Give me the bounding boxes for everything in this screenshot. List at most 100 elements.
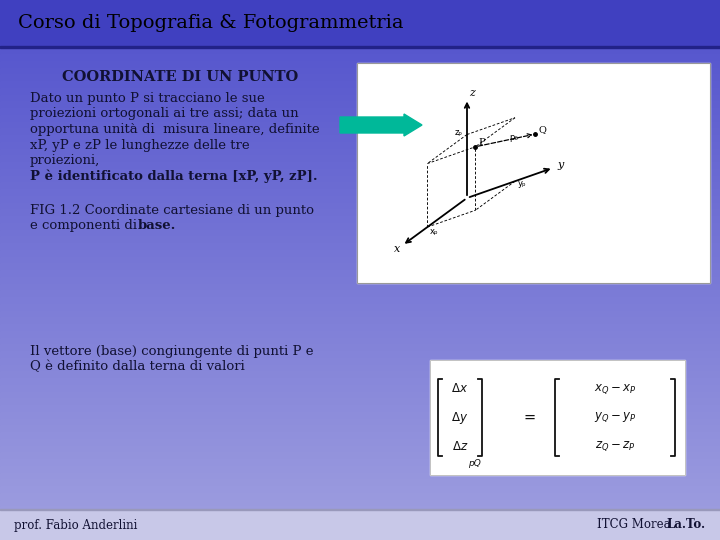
Bar bbox=[0, 357, 720, 364]
Bar bbox=[0, 176, 720, 183]
Bar bbox=[0, 189, 720, 195]
Text: =: = bbox=[524, 410, 536, 425]
Bar bbox=[0, 141, 720, 149]
Bar bbox=[0, 183, 720, 189]
Bar bbox=[0, 438, 720, 445]
Text: y: y bbox=[557, 160, 564, 170]
Bar bbox=[0, 384, 720, 391]
Bar bbox=[0, 510, 720, 540]
Bar bbox=[0, 162, 720, 168]
Text: x: x bbox=[394, 245, 400, 254]
Bar bbox=[0, 276, 720, 284]
Bar bbox=[0, 202, 720, 209]
Text: $\Delta x$: $\Delta x$ bbox=[451, 382, 469, 395]
Bar bbox=[430, 360, 685, 475]
Bar bbox=[0, 472, 720, 480]
Text: e componenti di: e componenti di bbox=[30, 219, 141, 232]
Bar bbox=[0, 480, 720, 486]
Bar bbox=[0, 392, 720, 399]
Bar bbox=[357, 63, 710, 283]
Text: $\Delta z$: $\Delta z$ bbox=[451, 440, 468, 453]
Bar bbox=[0, 372, 720, 378]
Bar bbox=[0, 446, 720, 453]
Bar bbox=[0, 47, 720, 54]
Bar bbox=[0, 87, 720, 94]
Text: prof. Fabio Anderlini: prof. Fabio Anderlini bbox=[14, 518, 138, 531]
Bar bbox=[0, 256, 720, 263]
Bar bbox=[0, 74, 720, 81]
Bar bbox=[0, 465, 720, 472]
Text: base.: base. bbox=[138, 219, 176, 232]
Bar bbox=[0, 195, 720, 202]
Bar bbox=[0, 33, 720, 40]
Bar bbox=[0, 115, 720, 122]
Bar bbox=[430, 360, 685, 475]
Bar bbox=[0, 122, 720, 128]
Bar bbox=[0, 330, 720, 338]
Bar bbox=[0, 209, 720, 216]
Bar bbox=[0, 345, 720, 351]
Bar bbox=[0, 310, 720, 317]
Bar bbox=[0, 351, 720, 357]
Text: xP, yP e zP le lunghezze delle tre: xP, yP e zP le lunghezze delle tre bbox=[30, 138, 250, 152]
Bar bbox=[0, 135, 720, 141]
Text: $x_Q - x_P$: $x_Q - x_P$ bbox=[594, 382, 636, 396]
Text: $\Delta y$: $\Delta y$ bbox=[451, 409, 469, 426]
Text: p₆: p₆ bbox=[510, 133, 518, 143]
Text: COORDINATE DI UN PUNTO: COORDINATE DI UN PUNTO bbox=[62, 70, 298, 84]
Bar bbox=[0, 405, 720, 411]
Bar bbox=[0, 459, 720, 465]
Text: Il vettore (base) congiungente di punti P e: Il vettore (base) congiungente di punti … bbox=[30, 345, 313, 358]
Bar bbox=[0, 230, 720, 237]
Bar bbox=[0, 317, 720, 324]
Bar bbox=[0, 432, 720, 438]
Bar bbox=[0, 40, 720, 47]
Bar bbox=[0, 453, 720, 459]
Bar bbox=[0, 27, 720, 33]
Bar bbox=[0, 303, 720, 310]
Text: proiezioni ortogonali ai tre assi; data un: proiezioni ortogonali ai tre assi; data … bbox=[30, 107, 299, 120]
FancyArrow shape bbox=[340, 114, 422, 136]
Text: Q è definito dalla terna di valori: Q è definito dalla terna di valori bbox=[30, 361, 245, 374]
Bar bbox=[0, 291, 720, 297]
Bar bbox=[0, 148, 720, 156]
Bar bbox=[0, 81, 720, 87]
Text: Dato un punto P si tracciano le sue: Dato un punto P si tracciano le sue bbox=[30, 92, 265, 105]
Bar bbox=[0, 426, 720, 432]
Text: P è identificato dalla terna [xP, yP, zP].: P è identificato dalla terna [xP, yP, zP… bbox=[30, 170, 318, 183]
Bar bbox=[0, 509, 720, 510]
Bar bbox=[0, 297, 720, 303]
Bar bbox=[0, 526, 720, 534]
Text: z: z bbox=[469, 88, 475, 98]
Bar bbox=[0, 507, 720, 513]
Bar bbox=[0, 60, 720, 68]
Bar bbox=[0, 284, 720, 291]
Bar bbox=[0, 54, 720, 60]
Bar bbox=[0, 128, 720, 135]
Bar bbox=[0, 519, 720, 526]
Bar bbox=[0, 14, 720, 20]
Bar bbox=[0, 168, 720, 176]
Text: xₚ: xₚ bbox=[429, 227, 438, 236]
Text: $y_Q - y_P$: $y_Q - y_P$ bbox=[594, 410, 636, 424]
Bar bbox=[0, 108, 720, 115]
Text: proiezioni,: proiezioni, bbox=[30, 154, 100, 167]
Text: ITCG Morea: ITCG Morea bbox=[597, 518, 674, 531]
Bar bbox=[0, 486, 720, 492]
Bar bbox=[0, 399, 720, 405]
Text: FIG 1.2 Coordinate cartesiane di un punto: FIG 1.2 Coordinate cartesiane di un punt… bbox=[30, 204, 314, 217]
Text: zₚ: zₚ bbox=[455, 127, 463, 137]
Bar bbox=[0, 94, 720, 102]
Bar bbox=[0, 270, 720, 276]
Bar bbox=[0, 237, 720, 243]
Text: $z_Q - z_P$: $z_Q - z_P$ bbox=[595, 440, 635, 453]
Bar bbox=[0, 216, 720, 222]
Text: pQ: pQ bbox=[467, 459, 480, 468]
Text: yₚ: yₚ bbox=[518, 179, 526, 188]
Bar bbox=[0, 378, 720, 384]
Bar bbox=[0, 338, 720, 345]
Bar bbox=[0, 513, 720, 519]
Bar bbox=[0, 500, 720, 507]
Bar bbox=[0, 102, 720, 108]
Bar bbox=[0, 156, 720, 162]
